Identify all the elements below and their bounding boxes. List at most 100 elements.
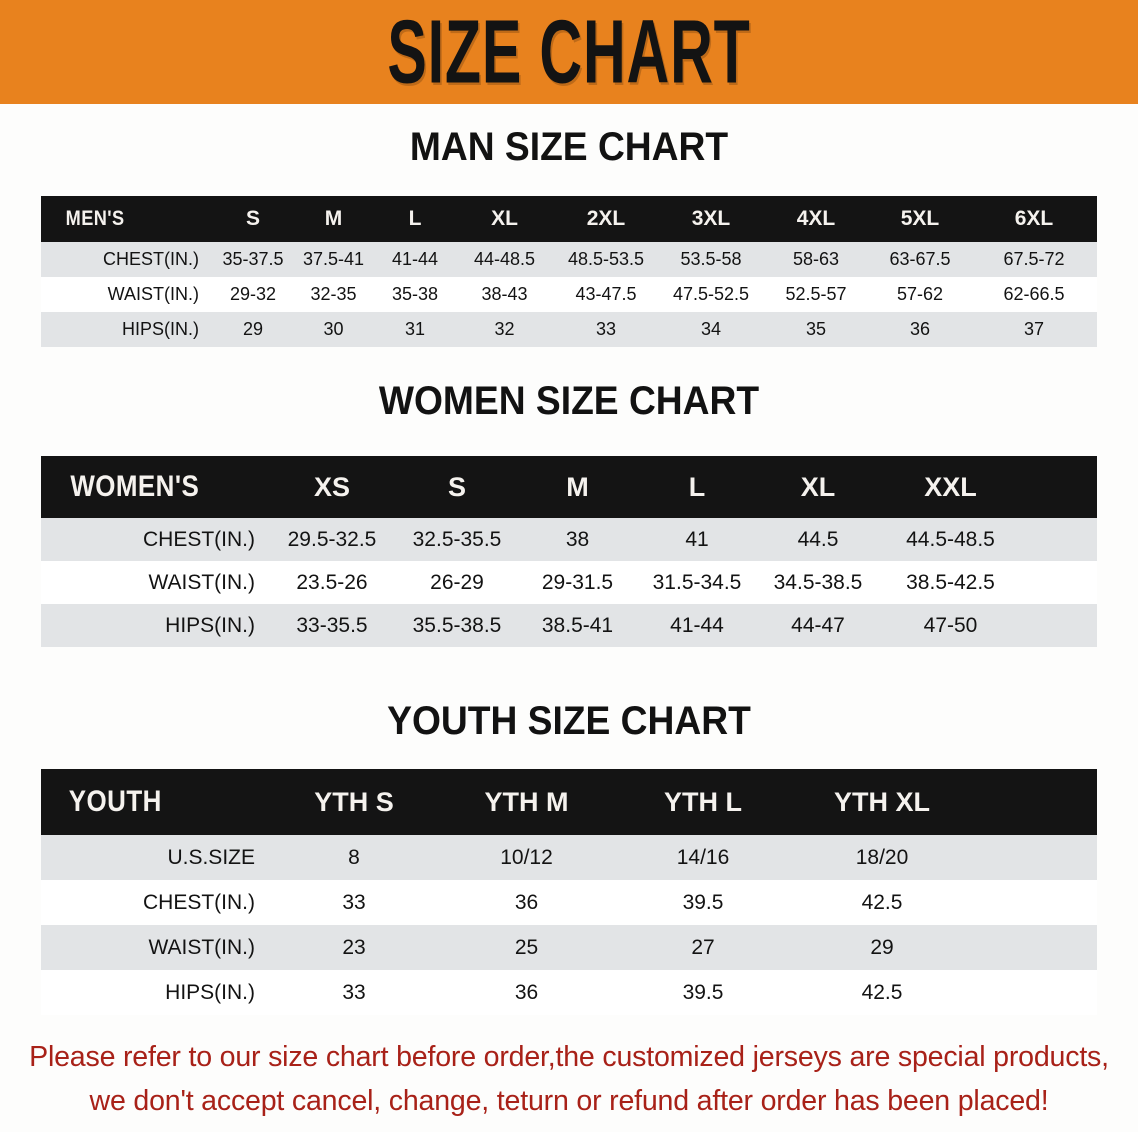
man-col-header: S bbox=[245, 207, 260, 230]
table-cell: 33 bbox=[595, 319, 617, 339]
row-spacer bbox=[972, 970, 1097, 1015]
man-col-header: 4XL bbox=[796, 207, 836, 230]
youth-section-title: YOUTH SIZE CHART bbox=[387, 699, 751, 743]
table-cell: 38-43 bbox=[481, 284, 528, 304]
table-cell: 34 bbox=[700, 319, 722, 339]
table-cell: 44-48.5 bbox=[473, 249, 536, 269]
youth-col-header: YTH XL bbox=[833, 786, 930, 817]
table-row: WAIST(IN.) 23 25 27 29 bbox=[41, 925, 1097, 970]
table-cell: 29.5-32.5 bbox=[287, 527, 377, 551]
table-row: WAIST(IN.) 29-32 32-35 35-38 38-43 43-47… bbox=[41, 277, 1097, 312]
youth-table-body: U.S.SIZE 8 10/12 14/16 18/20 CHEST(IN.) … bbox=[41, 835, 1097, 1015]
table-cell: 33-35.5 bbox=[296, 613, 368, 637]
women-col-header: L bbox=[688, 471, 706, 502]
table-header-row: MEN'S S M L XL 2XL 3XL 4XL 5XL 6XL bbox=[41, 196, 1097, 242]
row-label: CHEST(IN.) bbox=[103, 249, 199, 269]
table-cell: 57-62 bbox=[896, 284, 944, 304]
table-cell: 44-47 bbox=[791, 613, 845, 637]
banner-title: SIZE CHART bbox=[387, 0, 751, 103]
man-col-header: 2XL bbox=[586, 207, 626, 230]
table-cell: 39.5 bbox=[682, 980, 724, 1004]
man-size-table: MEN'S S M L XL 2XL 3XL 4XL 5XL 6XL CHEST… bbox=[41, 196, 1097, 347]
table-cell: 29-31.5 bbox=[541, 570, 614, 594]
table-cell: 41 bbox=[685, 527, 709, 551]
table-cell: 8 bbox=[348, 845, 360, 869]
table-cell: 31 bbox=[404, 319, 426, 339]
table-cell: 14/16 bbox=[676, 845, 730, 869]
table-row: WAIST(IN.) 23.5-26 26-29 29-31.5 31.5-34… bbox=[41, 561, 1097, 604]
table-cell: 32-35 bbox=[310, 284, 357, 304]
women-corner-label: WOMEN'S bbox=[70, 470, 200, 503]
disclaimer-text: Please refer to our size chart before or… bbox=[9, 1035, 1130, 1123]
man-col-header: L bbox=[408, 207, 422, 230]
table-row: HIPS(IN.) 29 30 31 32 33 34 35 36 37 bbox=[41, 312, 1097, 347]
youth-size-table: YOUTH YTH S YTH M YTH L YTH XL U.S.SIZE … bbox=[41, 769, 1097, 1015]
table-cell: 30 bbox=[323, 319, 344, 339]
table-row: HIPS(IN.) 33 36 39.5 42.5 bbox=[41, 970, 1097, 1015]
table-cell: 44.5 bbox=[797, 527, 839, 551]
youth-col-header: YTH L bbox=[664, 786, 742, 817]
table-cell: 47-50 bbox=[923, 613, 978, 637]
table-cell: 37.5-41 bbox=[302, 249, 365, 269]
table-cell: 41-44 bbox=[391, 249, 439, 269]
table-cell: 39.5 bbox=[682, 890, 724, 914]
youth-col-header: YTH S bbox=[314, 786, 394, 817]
youth-col-header: YTH M bbox=[484, 786, 569, 817]
table-cell: 10/12 bbox=[500, 845, 553, 869]
table-cell: 29-32 bbox=[229, 284, 277, 304]
youth-header-spacer bbox=[972, 769, 1097, 835]
man-col-header: 6XL bbox=[1014, 207, 1054, 230]
table-cell: 33 bbox=[342, 890, 366, 914]
table-row: CHEST(IN.) 35-37.5 37.5-41 41-44 44-48.5… bbox=[41, 242, 1097, 277]
table-cell: 42.5 bbox=[861, 890, 903, 914]
row-spacer bbox=[972, 835, 1097, 880]
women-col-header: S bbox=[447, 471, 466, 502]
table-cell: 23 bbox=[342, 935, 366, 959]
youth-table-header: YOUTH YTH S YTH M YTH L YTH XL bbox=[41, 769, 1097, 835]
table-cell: 36 bbox=[909, 319, 931, 339]
table-cell: 25 bbox=[514, 935, 539, 959]
table-row: U.S.SIZE 8 10/12 14/16 18/20 bbox=[41, 835, 1097, 880]
man-col-header: 5XL bbox=[900, 207, 940, 230]
table-cell: 33 bbox=[342, 980, 366, 1004]
row-spacer bbox=[1023, 561, 1097, 604]
row-label: HIPS(IN.) bbox=[165, 613, 255, 637]
row-spacer bbox=[1023, 604, 1097, 647]
man-corner-label: MEN'S bbox=[65, 207, 125, 230]
table-cell: 29 bbox=[870, 935, 894, 959]
table-cell: 38.5-42.5 bbox=[906, 570, 995, 594]
women-section-title: WOMEN SIZE CHART bbox=[378, 379, 760, 423]
women-header-spacer bbox=[1023, 456, 1097, 518]
row-label: CHEST(IN.) bbox=[143, 527, 255, 551]
row-label: HIPS(IN.) bbox=[121, 319, 199, 339]
table-cell: 23.5-26 bbox=[296, 570, 368, 594]
row-label: WAIST(IN.) bbox=[148, 935, 255, 959]
man-table-header: MEN'S S M L XL 2XL 3XL 4XL 5XL 6XL bbox=[41, 196, 1097, 242]
youth-corner-label: YOUTH bbox=[68, 785, 162, 818]
row-label: HIPS(IN.) bbox=[165, 980, 255, 1004]
women-col-header: XS bbox=[313, 471, 351, 502]
table-row: HIPS(IN.) 33-35.5 35.5-38.5 38.5-41 41-4… bbox=[41, 604, 1097, 647]
table-cell: 38.5-41 bbox=[541, 613, 614, 637]
table-cell: 36 bbox=[514, 980, 539, 1004]
table-cell: 38 bbox=[565, 527, 590, 551]
row-spacer bbox=[1023, 518, 1097, 561]
table-header-row: YOUTH YTH S YTH M YTH L YTH XL bbox=[41, 769, 1097, 835]
table-cell: 63-67.5 bbox=[889, 249, 951, 269]
table-cell: 35.5-38.5 bbox=[412, 613, 502, 637]
table-cell: 34.5-38.5 bbox=[773, 570, 863, 594]
table-cell: 37 bbox=[1023, 319, 1045, 339]
row-label: U.S.SIZE bbox=[167, 845, 255, 869]
table-cell: 53.5-58 bbox=[680, 249, 742, 269]
table-cell: 18/20 bbox=[855, 845, 909, 869]
disclaimer-line-2: we don't accept cancel, change, teturn o… bbox=[89, 1085, 1049, 1117]
table-cell: 62-66.5 bbox=[1003, 284, 1065, 304]
table-cell: 35-37.5 bbox=[222, 249, 284, 269]
table-cell: 58-63 bbox=[792, 249, 840, 269]
page-banner: SIZE CHART bbox=[0, 0, 1138, 104]
table-cell: 35-38 bbox=[391, 284, 439, 304]
table-cell: 43-47.5 bbox=[575, 284, 637, 304]
man-section-title: MAN SIZE CHART bbox=[409, 125, 729, 169]
table-cell: 67.5-72 bbox=[1003, 249, 1065, 269]
